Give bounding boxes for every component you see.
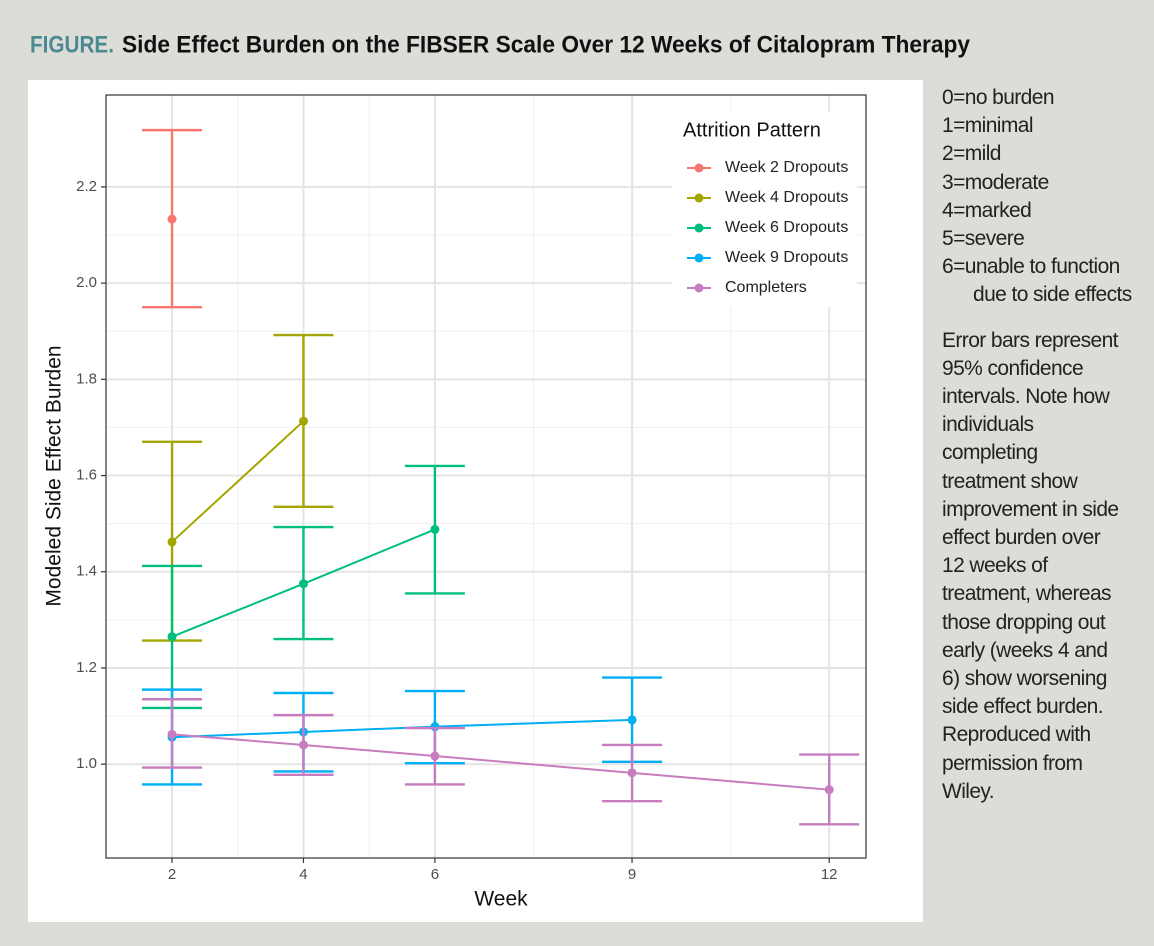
data-point xyxy=(298,740,308,750)
legend-swatch xyxy=(694,223,704,233)
sidebar: 0=no burden 1=minimal 2=mild 3=moderate 4=ma… xyxy=(942,84,1132,806)
legend-label: Completers xyxy=(725,279,807,296)
y-tick-label: 2.2 xyxy=(76,178,97,195)
scale-key: 0=no burden 1=minimal 2=mild 3=moderate 4=ma… xyxy=(942,84,1132,310)
x-tick-label: 9 xyxy=(628,866,636,883)
y-tick-label: 1.8 xyxy=(76,370,97,387)
legend-box xyxy=(672,112,857,307)
x-tick-label: 2 xyxy=(168,866,176,883)
data-point xyxy=(430,524,440,534)
note: Error bars represent 95% confidence inte… xyxy=(942,328,1119,803)
plot-border xyxy=(105,94,867,859)
scale-item: 6=unable to function due to side effects xyxy=(942,255,1132,307)
data-point xyxy=(167,632,177,642)
scale-item: 5=severe xyxy=(942,227,1025,251)
chart-title: Side Effect Burden on the FIBSER Scale O… xyxy=(122,31,971,58)
data-point xyxy=(824,785,834,795)
y-tick-label: 2.0 xyxy=(76,274,97,291)
x-tick-label: 4 xyxy=(299,866,307,883)
legend-title: Attrition Pattern xyxy=(683,119,821,141)
data-point xyxy=(430,751,440,761)
data-point xyxy=(627,715,637,725)
data-point xyxy=(167,537,177,547)
x-tick-label: 12 xyxy=(821,866,838,883)
legend-swatch xyxy=(694,163,704,173)
figure-label: FIGURE. xyxy=(30,31,114,58)
legend-label: Week 9 Dropouts xyxy=(725,249,848,266)
data-point xyxy=(298,416,308,426)
legend-swatch xyxy=(694,283,704,293)
x-axis-label: Week xyxy=(474,888,528,911)
legend-label: Week 4 Dropouts xyxy=(725,189,848,206)
y-axis-label: Modeled Side Effect Burden xyxy=(43,345,66,606)
scale-item: 1=minimal xyxy=(942,114,1033,138)
series-line xyxy=(172,718,633,739)
scale-item: 3=moderate xyxy=(942,170,1049,194)
data-point xyxy=(167,214,177,224)
data-point xyxy=(298,579,308,589)
series-line xyxy=(171,420,305,543)
data-point xyxy=(167,729,177,739)
scale-item: 2=mild xyxy=(942,142,1001,166)
y-tick-label: 1.4 xyxy=(76,563,97,580)
y-tick-label: 1.6 xyxy=(76,467,97,484)
legend-swatch xyxy=(694,253,704,263)
x-tick-label: 6 xyxy=(431,866,439,883)
legend-label: Week 6 Dropouts xyxy=(725,219,848,236)
y-tick-label: 1.0 xyxy=(76,755,97,772)
scale-item: 4=marked xyxy=(942,198,1032,222)
legend-label: Week 2 Dropouts xyxy=(725,159,848,176)
scale-item: 0=no burden xyxy=(942,86,1055,109)
data-point xyxy=(627,768,637,778)
y-tick-label: 1.2 xyxy=(76,659,97,676)
legend-swatch xyxy=(694,193,704,203)
